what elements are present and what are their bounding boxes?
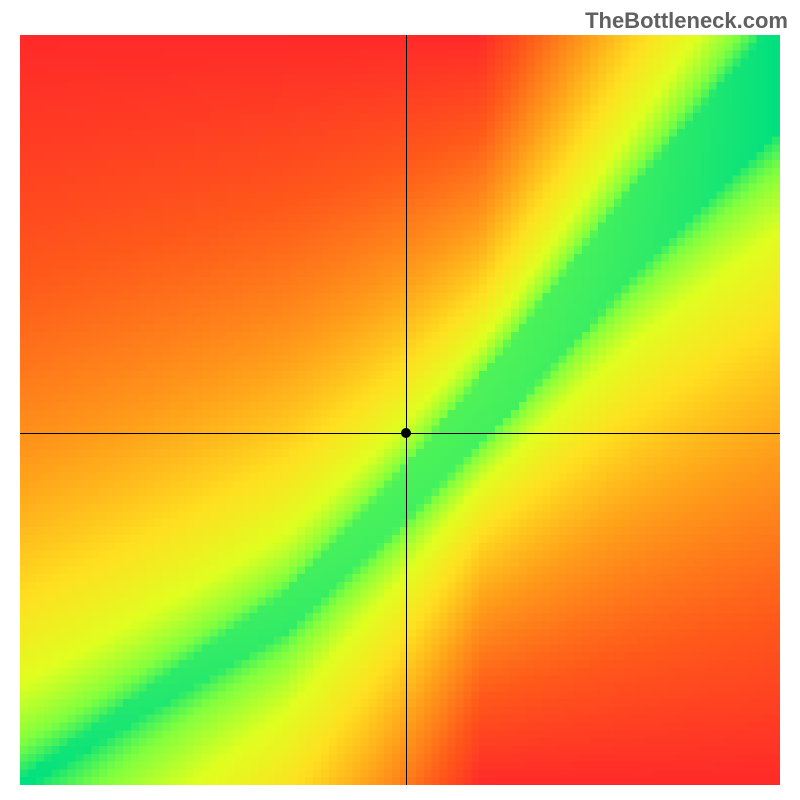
crosshair-dot bbox=[401, 428, 411, 438]
heatmap-canvas bbox=[20, 35, 780, 785]
watermark-text: TheBottleneck.com bbox=[585, 8, 788, 34]
crosshair-vertical-line bbox=[406, 35, 407, 785]
heatmap-chart bbox=[20, 35, 780, 785]
crosshair-horizontal-line bbox=[20, 433, 780, 434]
